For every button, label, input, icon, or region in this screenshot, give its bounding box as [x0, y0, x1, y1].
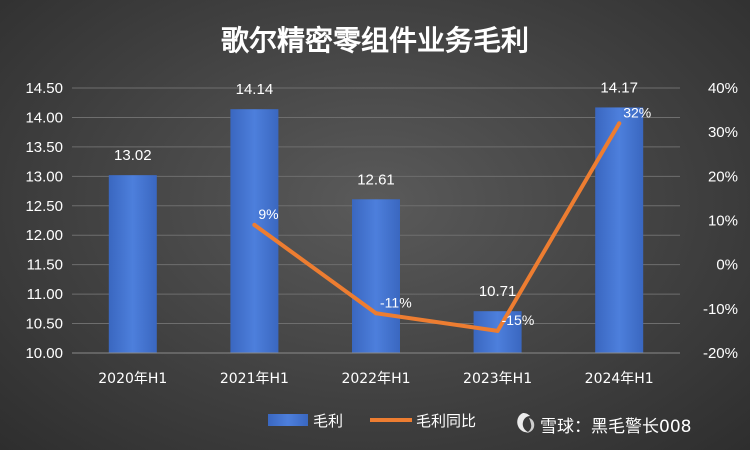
bar-value-label: 14.14: [236, 81, 274, 98]
line-value-label: 9%: [258, 206, 278, 222]
bar-data-labels: 13.02 14.14 12.61 10.71 14.17: [114, 79, 638, 300]
line-series: [252, 121, 622, 333]
y-left-tick-label: 10.00: [25, 345, 63, 362]
right-axis: -20% -10% 0% 10% 20% 30% 40%: [703, 80, 738, 362]
line-point: [374, 311, 378, 316]
x-tick-label: 2023年H1: [463, 371, 532, 387]
legend-line-label: 毛利同比: [416, 412, 476, 430]
y-left-tick-label: 11.50: [27, 257, 63, 274]
bar-value-label: 14.17: [600, 79, 638, 96]
y-left-tick-label: 12.50: [25, 198, 63, 215]
line-path: [252, 121, 622, 333]
bar-value-label: 12.61: [357, 171, 395, 188]
legend-bar-label: 毛利: [313, 412, 343, 430]
y-left-tick-label: 13.00: [25, 168, 63, 185]
y-right-tick-label: -10%: [703, 301, 738, 318]
bar: [352, 199, 400, 353]
x-tick-label: 2022年H1: [341, 371, 410, 387]
bar: [108, 175, 157, 353]
line-value-label: 32%: [623, 104, 651, 120]
bar-value-label: 10.71: [479, 283, 517, 300]
snowball-logo-icon: [517, 413, 535, 433]
y-right-tick-label: 30%: [708, 124, 738, 141]
line-value-label: -11%: [380, 294, 412, 310]
y-left-tick-label: 11.00: [27, 286, 63, 303]
legend: 毛利 毛利同比: [268, 412, 476, 430]
y-left-tick-label: 14.50: [25, 80, 63, 97]
left-axis: 10.00 10.50 11.00 11.50 12.00 12.50 13.00 13.50…: [25, 80, 63, 362]
line-value-label: -15%: [502, 312, 535, 328]
watermark-text: 雪球：黑毛警长008: [540, 417, 691, 437]
bar: [230, 109, 279, 353]
x-tick-label: 2020年H1: [98, 371, 167, 387]
y-right-tick-label: 40%: [708, 80, 738, 97]
line-point: [617, 121, 622, 126]
bar: [595, 107, 644, 353]
x-tick-label: 2024年H1: [585, 371, 654, 387]
line-data-labels: 9% -11% -15% 32%: [258, 104, 651, 328]
y-left-tick-label: 10.50: [25, 316, 63, 333]
y-left-tick-label: 12.00: [25, 227, 63, 244]
y-right-tick-label: 10%: [708, 213, 738, 230]
line-point: [495, 328, 500, 333]
watermark: 雪球：黑毛警长008: [517, 413, 691, 437]
line-point: [252, 222, 257, 227]
y-right-tick-label: -20%: [703, 345, 738, 362]
y-right-tick-label: 20%: [708, 168, 738, 185]
x-axis: 2020年H1 2021年H1 2022年H1 2023年H1 2024年H1: [98, 371, 653, 387]
legend-bar-swatch: [268, 414, 308, 426]
y-left-tick-label: 14.00: [25, 109, 63, 126]
x-tick-label: 2021年H1: [220, 371, 289, 387]
y-right-tick-label: 0%: [716, 257, 738, 274]
bar-value-label: 13.02: [114, 147, 152, 164]
y-left-tick-label: 13.50: [25, 139, 63, 156]
chart-title: 歌尔精密零组件业务毛利: [221, 24, 529, 57]
bar-series: [108, 107, 644, 353]
